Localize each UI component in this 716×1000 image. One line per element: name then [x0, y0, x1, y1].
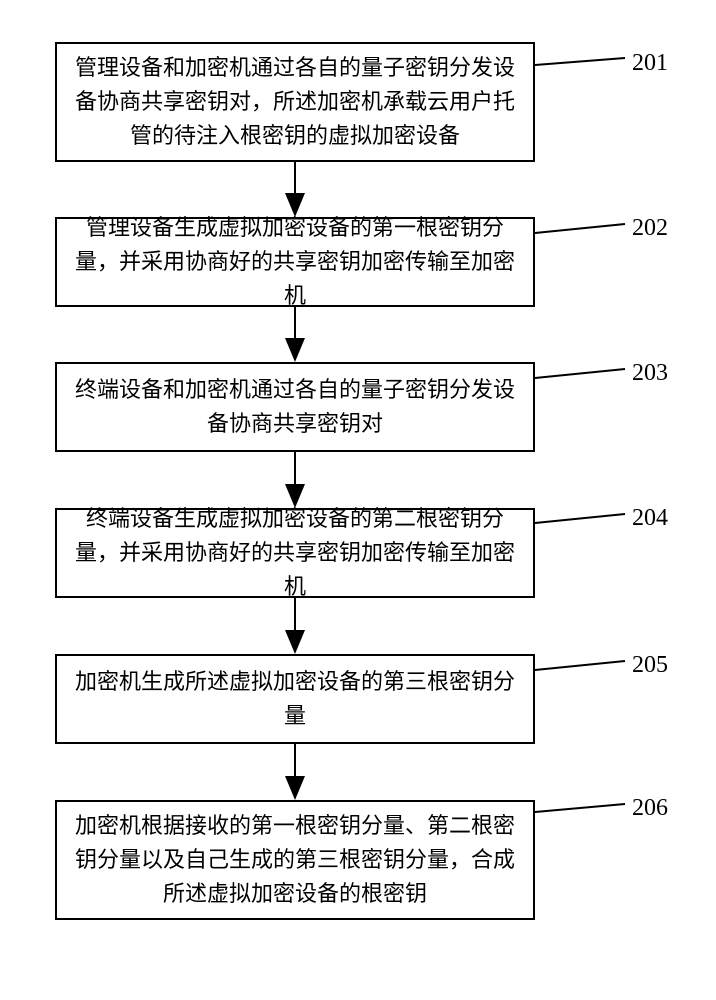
- flow-step-text: 管理设备和加密机通过各自的量子密钥分发设备协商共享密钥对，所述加密机承载云用户托…: [69, 51, 521, 153]
- flow-step-206: 加密机根据接收的第一根密钥分量、第二根密钥分量以及自己生成的第三根密钥分量，合成…: [55, 800, 535, 920]
- flow-step-text: 终端设备和加密机通过各自的量子密钥分发设备协商共享密钥对: [69, 373, 521, 441]
- leader-201: [535, 58, 625, 65]
- leader-206: [535, 804, 625, 812]
- flow-step-205: 加密机生成所述虚拟加密设备的第三根密钥分量: [55, 654, 535, 744]
- flow-step-text: 加密机生成所述虚拟加密设备的第三根密钥分量: [69, 665, 521, 733]
- flow-step-203: 终端设备和加密机通过各自的量子密钥分发设备协商共享密钥对: [55, 362, 535, 452]
- flow-step-204: 终端设备生成虚拟加密设备的第二根密钥分量，并采用协商好的共享密钥加密传输至加密机: [55, 508, 535, 598]
- leader-204: [535, 514, 625, 523]
- flow-step-202: 管理设备生成虚拟加密设备的第一根密钥分量，并采用协商好的共享密钥加密传输至加密机: [55, 217, 535, 307]
- step-label-203: 203: [632, 360, 668, 387]
- flow-step-text: 终端设备生成虚拟加密设备的第二根密钥分量，并采用协商好的共享密钥加密传输至加密机: [69, 502, 521, 604]
- step-label-204: 204: [632, 505, 668, 532]
- step-label-205: 205: [632, 652, 668, 679]
- leader-203: [535, 369, 625, 378]
- flow-step-text: 管理设备生成虚拟加密设备的第一根密钥分量，并采用协商好的共享密钥加密传输至加密机: [69, 211, 521, 313]
- leader-202: [535, 224, 625, 233]
- leader-205: [535, 661, 625, 670]
- flow-step-text: 加密机根据接收的第一根密钥分量、第二根密钥分量以及自己生成的第三根密钥分量，合成…: [69, 809, 521, 911]
- flow-step-201: 管理设备和加密机通过各自的量子密钥分发设备协商共享密钥对，所述加密机承载云用户托…: [55, 42, 535, 162]
- step-label-202: 202: [632, 215, 668, 242]
- step-label-206: 206: [632, 795, 668, 822]
- step-label-201: 201: [632, 50, 668, 77]
- flowchart-canvas: 管理设备和加密机通过各自的量子密钥分发设备协商共享密钥对，所述加密机承载云用户托…: [0, 0, 716, 1000]
